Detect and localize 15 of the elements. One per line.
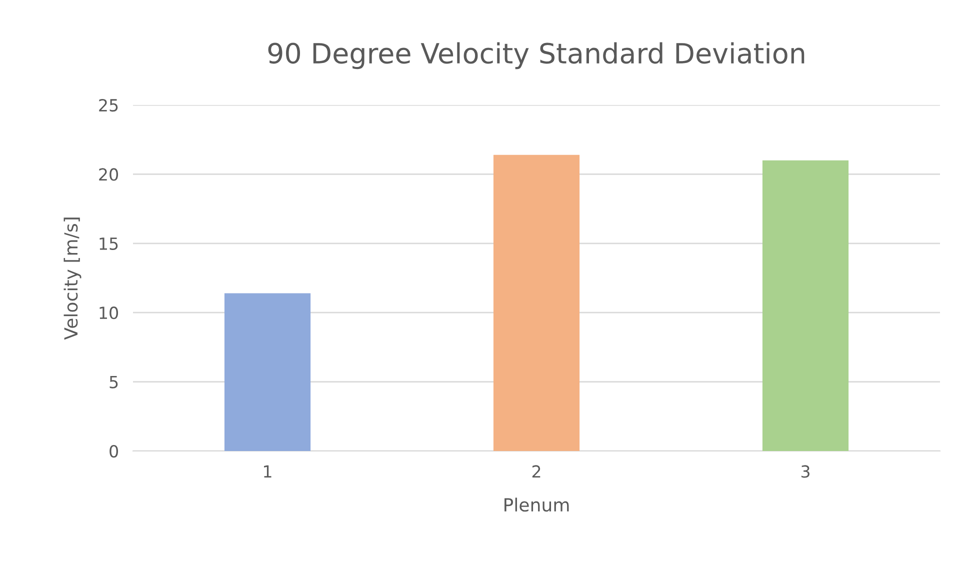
y-tick-label: 10 (100, 306, 118, 320)
y-tick-label: 15 (100, 238, 118, 250)
bar (762, 160, 849, 451)
y-tick-label: 5 (110, 376, 118, 388)
x-tick-label: 3 (801, 465, 810, 478)
y-tick-label: 20 (99, 168, 118, 181)
y-tick-label: 0 (110, 444, 118, 458)
y-tick-label: 25 (99, 98, 118, 112)
bar (493, 154, 580, 451)
x-tick-label: 1 (264, 465, 272, 478)
x-tick-label: 2 (532, 465, 540, 478)
y-axis-title: Velocity [m/s] (64, 218, 82, 340)
x-axis-title: Plenum (504, 498, 569, 512)
bar (224, 293, 311, 451)
chart-title: 90 Degree Velocity Standard Deviation (268, 42, 804, 70)
